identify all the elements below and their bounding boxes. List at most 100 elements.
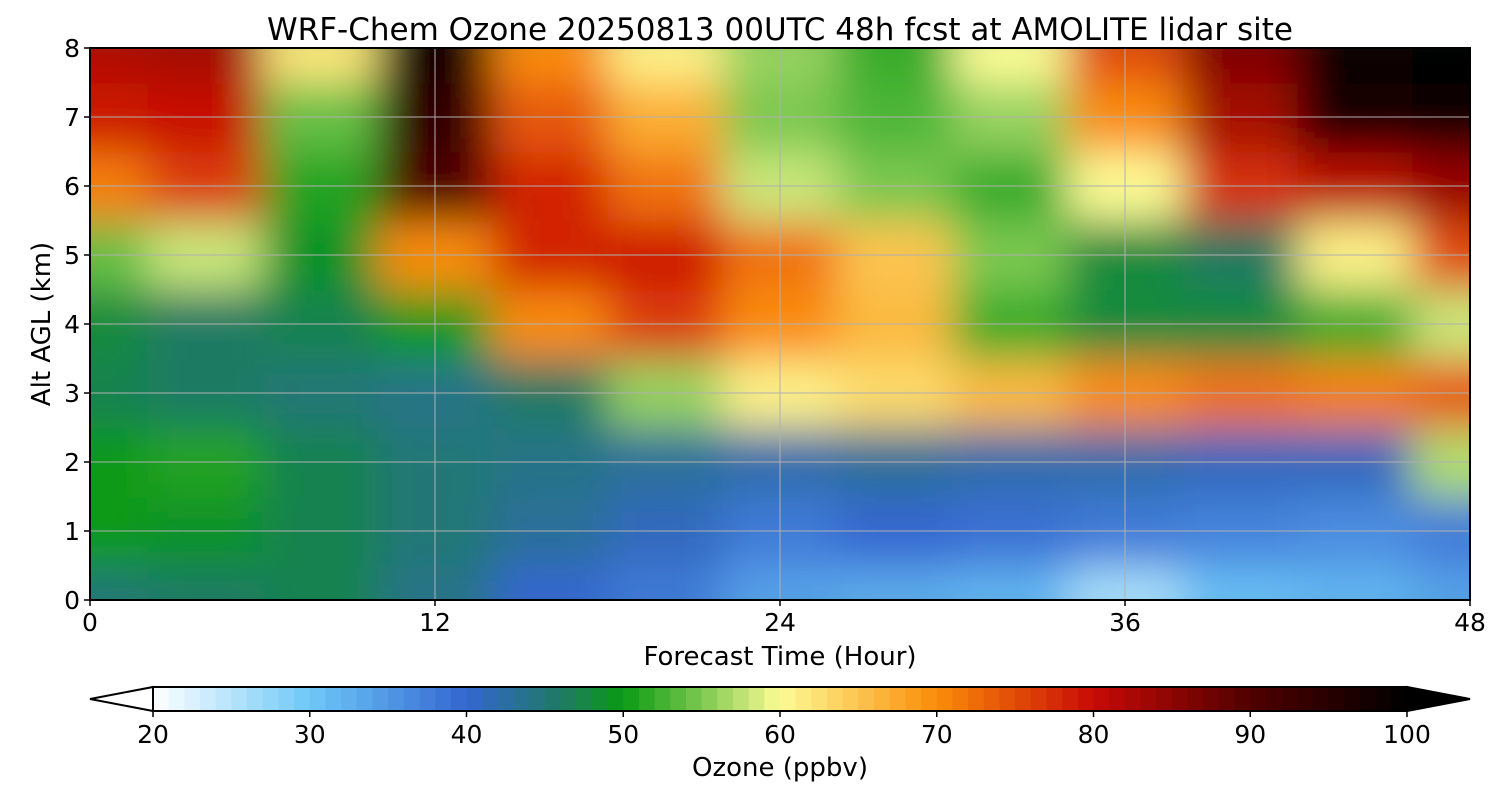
colorbar-segment (1391, 687, 1407, 711)
y-tick-label: 7 (64, 103, 80, 132)
plot-area (33, 14, 1500, 636)
colorbar-segment (796, 687, 812, 711)
colorbar-segment (1046, 687, 1062, 711)
colorbar-segment (1219, 687, 1235, 711)
colorbar-segment (1360, 687, 1376, 711)
colorbar-segment (404, 687, 420, 711)
colorbar-segment (1376, 687, 1392, 711)
colorbar-segment (702, 687, 718, 711)
colorbar-segment (858, 687, 874, 711)
colorbar-segment (780, 687, 796, 711)
colorbar-segment (1015, 687, 1031, 711)
y-tick-label: 5 (64, 241, 80, 270)
y-tick-label: 1 (64, 517, 80, 546)
colorbar-ticks: 20 30 40 50 60 70 80 90 100 (137, 711, 1431, 749)
colorbar-segment (1141, 687, 1157, 711)
colorbar-segment (169, 687, 185, 711)
colorbar-segment (278, 687, 294, 711)
colorbar-segment (639, 687, 655, 711)
colorbar-segment (372, 687, 388, 711)
colorbar-segment (247, 687, 263, 711)
chart-title: WRF-Chem Ozone 20250813 00UTC 48h fcst a… (267, 12, 1293, 48)
colorbar-segment (498, 687, 514, 711)
y-tick-label: 6 (64, 172, 80, 201)
colorbar-extend-low (90, 687, 153, 711)
colorbar-segment (670, 687, 686, 711)
colorbar-segment (874, 687, 890, 711)
colorbar-segment (999, 687, 1015, 711)
colorbar-segment (905, 687, 921, 711)
colorbar-segment (1235, 687, 1251, 711)
y-tick-label: 4 (64, 310, 80, 339)
colorbar-segment (1062, 687, 1078, 711)
colorbar-segment (357, 687, 373, 711)
colorbar-segment (843, 687, 859, 711)
colorbar-tick-label: 30 (294, 720, 326, 749)
y-axis-label: Alt AGL (km) (27, 242, 57, 406)
colorbar-segment (952, 687, 968, 711)
colorbar-segment (968, 687, 984, 711)
x-tick-label: 0 (82, 608, 98, 637)
colorbar-segment (310, 687, 326, 711)
colorbar-segment (655, 687, 671, 711)
colorbar-segment (341, 687, 357, 711)
colorbar-segment (1125, 687, 1141, 711)
x-axis-label: Forecast Time (Hour) (643, 642, 916, 672)
colorbar-segment (921, 687, 937, 711)
colorbar-segment (263, 687, 279, 711)
y-tick-label: 8 (64, 34, 80, 63)
colorbar-segment (1188, 687, 1204, 711)
colorbar-segment (388, 687, 404, 711)
colorbar-segment (545, 687, 561, 711)
colorbar-segment (1078, 687, 1094, 711)
colorbar-label: Ozone (ppbv) (692, 753, 868, 783)
colorbar-segment (216, 687, 232, 711)
colorbar-segment (811, 687, 827, 711)
colorbar-tick-label: 70 (921, 720, 953, 749)
colorbar-segment (419, 687, 435, 711)
colorbar-segment (764, 687, 780, 711)
colorbar-segment (451, 687, 467, 711)
x-tick-label: 36 (1109, 608, 1141, 637)
colorbar-segments (153, 687, 1408, 711)
colorbar-segment (1313, 687, 1329, 711)
colorbar-segment (1156, 687, 1172, 711)
colorbar-segment (184, 687, 200, 711)
colorbar-segment (1031, 687, 1047, 711)
colorbar-segment (1172, 687, 1188, 711)
colorbar-segment (1094, 687, 1110, 711)
colorbar-segment (623, 687, 639, 711)
colorbar: 20 30 40 50 60 70 80 90 100 Ozone (ppbv) (90, 687, 1470, 783)
colorbar-segment (1250, 687, 1266, 711)
colorbar-tick-label: 40 (451, 720, 483, 749)
colorbar-segment (1297, 687, 1313, 711)
colorbar-segment (1282, 687, 1298, 711)
colorbar-tick-label: 20 (137, 720, 169, 749)
colorbar-tick-label: 60 (764, 720, 796, 749)
colorbar-segment (1109, 687, 1125, 711)
colorbar-extend-high (1407, 687, 1470, 711)
colorbar-tick-label: 50 (607, 720, 639, 749)
colorbar-segment (576, 687, 592, 711)
colorbar-segment (686, 687, 702, 711)
x-tick-label: 48 (1454, 608, 1486, 637)
colorbar-segment (1203, 687, 1219, 711)
colorbar-segment (200, 687, 216, 711)
colorbar-tick-label: 100 (1383, 720, 1431, 749)
colorbar-segment (937, 687, 953, 711)
colorbar-segment (733, 687, 749, 711)
colorbar-segment (561, 687, 577, 711)
colorbar-tick-label: 80 (1078, 720, 1110, 749)
colorbar-segment (435, 687, 451, 711)
colorbar-segment (294, 687, 310, 711)
colorbar-segment (231, 687, 247, 711)
colorbar-segment (153, 687, 169, 711)
colorbar-segment (827, 687, 843, 711)
colorbar-tick-label: 90 (1234, 720, 1266, 749)
y-tick-label: 3 (64, 379, 80, 408)
colorbar-segment (1344, 687, 1360, 711)
